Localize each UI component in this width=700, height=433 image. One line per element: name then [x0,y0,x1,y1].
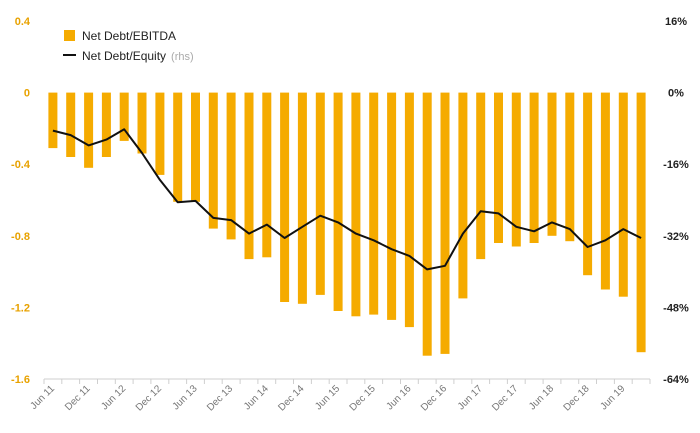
bar-dec-16 [440,92,450,354]
bar-mar-19 [600,92,610,290]
bar-mar-15 [315,92,325,295]
x-tick-label: Dec 12 [134,383,164,413]
bar-jun-18 [547,92,557,236]
x-tick-label: Dec 16 [419,383,449,413]
y-right-tick-label: 16% [665,16,687,28]
y-axis-right-labels: 16% 0% -16% -32% -48% -64% [663,16,689,386]
bar-mar-14 [244,92,254,260]
x-tick-label: Dec 14 [276,383,306,413]
bar-jun-11 [48,92,58,149]
legend-label-net-debt-equity-name: Net Debt/Equity [82,49,166,63]
x-tick-label: Dec 11 [63,383,93,413]
bar-dec-11 [84,92,94,168]
bar-mar-16 [387,92,397,320]
bar-jun-12 [119,92,129,141]
legend-label-rhs-suffix: (rhs) [171,51,194,63]
line-series-net-debt-equity [52,128,642,271]
y-right-tick-label: 0% [668,88,684,100]
y-right-tick-label: -32% [663,231,689,243]
y-left-tick-label: -1.2 [11,302,30,314]
y-left-tick-label: -0.4 [11,159,31,171]
bar-mar-18 [529,92,539,243]
legend-label-net-debt-equity: Net Debt/Equity (rhs) [82,49,194,63]
x-tick-label: Jun 12 [99,383,128,412]
bar-dec-14 [297,92,307,304]
bar-jun-15 [333,92,343,311]
y-right-tick-label: -48% [663,302,689,314]
y-left-tick-label: 0 [24,88,30,100]
bar-sep-16 [422,92,432,356]
legend-label-net-debt-ebitda: Net Debt/EBITDA [82,29,176,43]
x-tick-label: Jun 11 [29,383,58,412]
y-left-tick-label: -0.8 [11,231,30,243]
x-tick-label: Dec 15 [348,383,378,413]
bar-jun-17 [476,92,486,260]
bar-dec-15 [369,92,379,315]
bar-sep-15 [351,92,361,317]
x-tick-label: Jun 16 [385,383,414,412]
bar-sep-14 [280,92,290,302]
x-tick-label: Jun 14 [242,383,271,412]
bar-sep-13 [208,92,218,229]
x-axis-ticks: Jun 11 Dec 11 Jun 12 Dec 12 Jun 13 Dec 13 Jun … [29,379,651,414]
bar-dec-13 [226,92,236,240]
bar-sep-11 [66,92,76,157]
y-right-tick-label: -64% [663,374,689,386]
bar-jun-19 [618,92,628,297]
x-tick-label: Jun 13 [171,383,200,412]
x-tick-label: Jun 17 [456,383,485,412]
bar-mar-12 [101,92,111,157]
x-tick-label: Jun 19 [598,383,627,412]
x-tick-label: Dec 18 [562,383,592,413]
bar-mar-17 [458,92,468,299]
legend: Net Debt/EBITDA Net Debt/Equity (rhs) [63,29,194,63]
bar-dec-17 [511,92,521,247]
y-left-tick-label: 0.4 [15,16,31,28]
bar-mar-13 [173,92,183,202]
bar-dec-18 [583,92,593,276]
x-tick-label: Dec 17 [490,383,520,413]
x-tick-label: Jun 15 [313,383,342,412]
bar-sep-18 [565,92,575,242]
bar-jun-16 [404,92,414,328]
legend-swatch-net-debt-ebitda [64,30,75,41]
x-tick-label: Jun 18 [527,383,556,412]
y-axis-left-labels: 0.4 0 -0.4 -0.8 -1.2 -1.6 [11,16,31,386]
bar-sep-19 [636,92,646,353]
y-right-tick-label: -16% [663,159,689,171]
bar-sep-17 [494,92,503,243]
bar-series-net-debt-ebitda [48,92,646,356]
bar-dec-12 [155,92,165,175]
x-tick-label: Dec 13 [205,383,235,413]
bar-sep-12 [137,92,147,154]
bar-jun-13 [191,92,200,202]
y-left-tick-label: -1.6 [11,374,30,386]
bar-jun-14 [262,92,272,258]
